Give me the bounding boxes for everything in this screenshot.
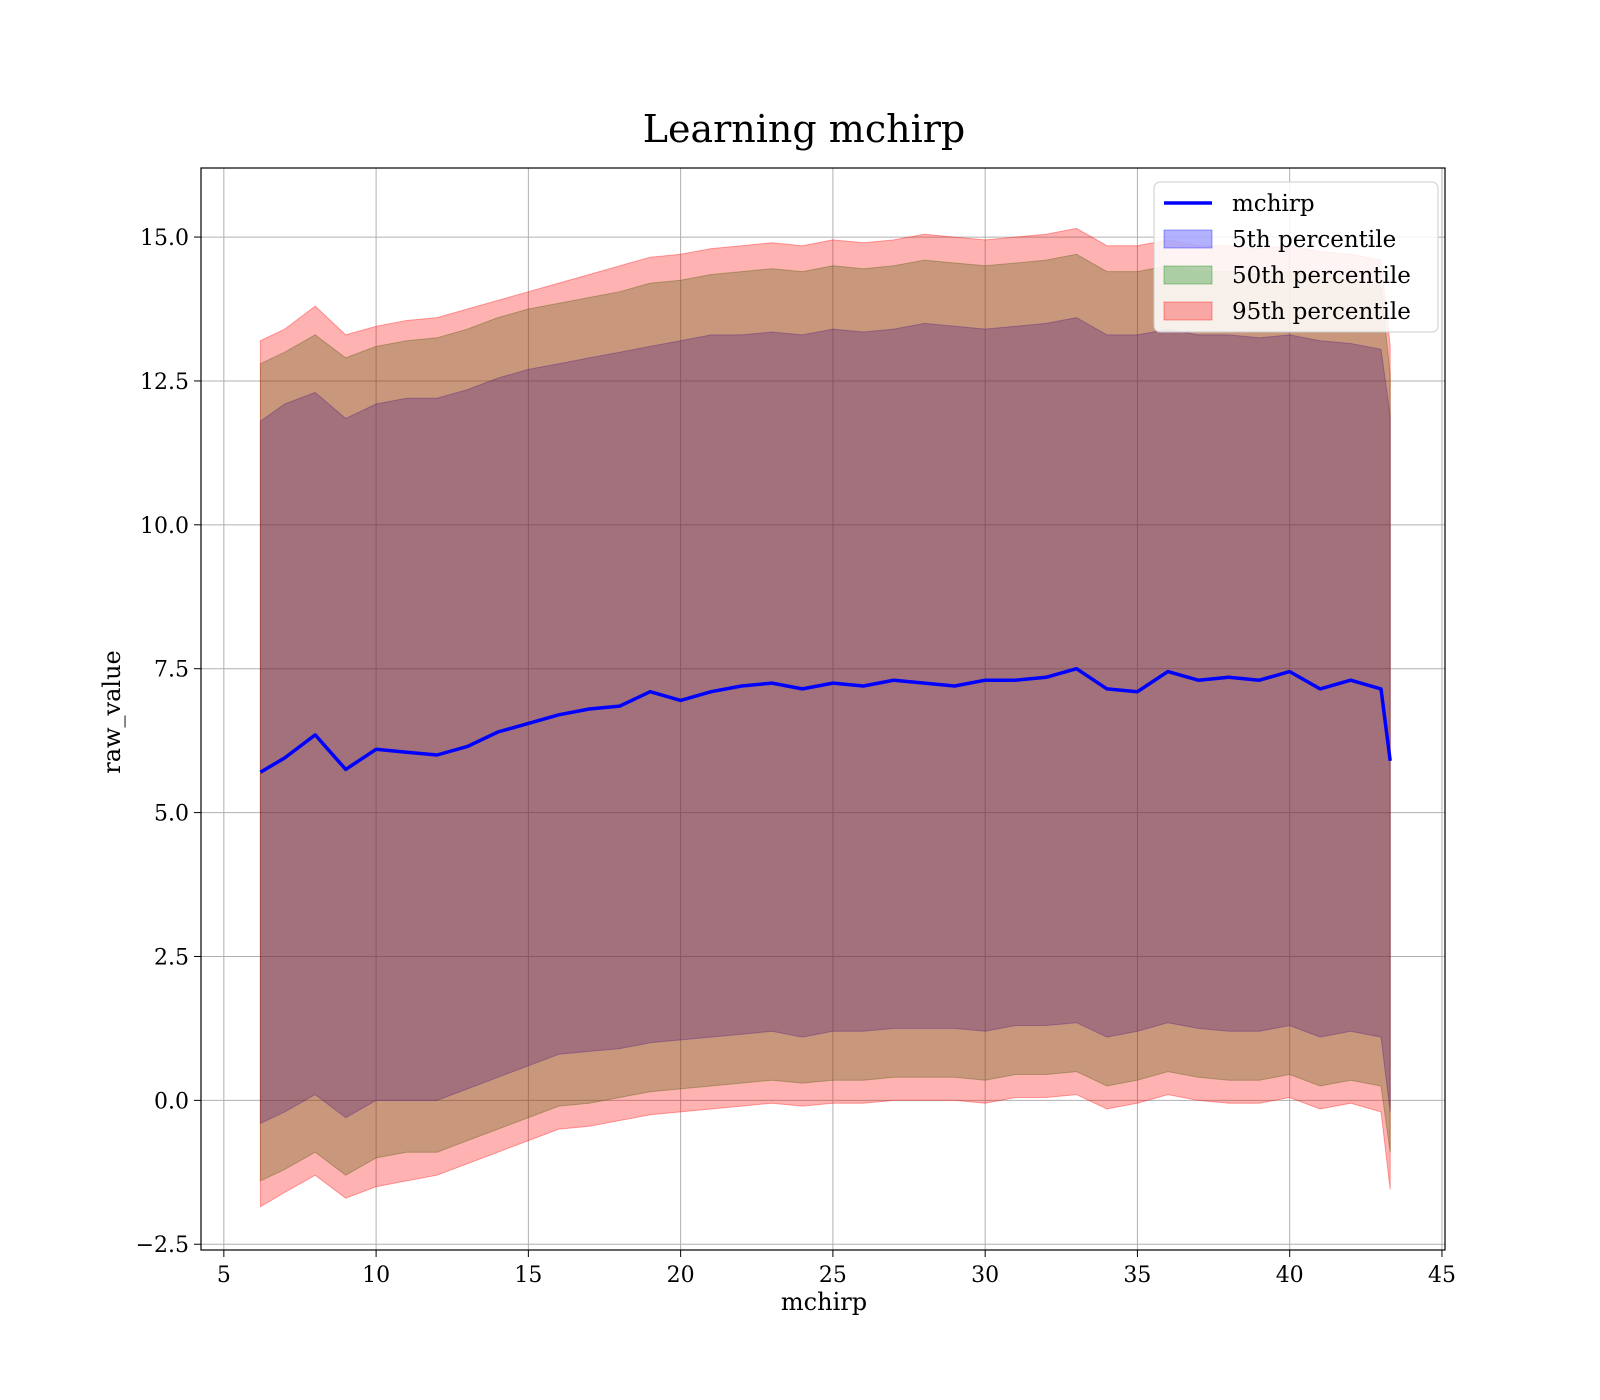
x-tick-label: 15 bbox=[514, 1263, 542, 1288]
legend-label: 95th percentile bbox=[1232, 299, 1411, 325]
y-tick-label: 12.5 bbox=[140, 370, 189, 395]
x-tick-label: 5 bbox=[217, 1263, 231, 1288]
legend-swatch bbox=[1163, 229, 1213, 249]
legend-box bbox=[1153, 181, 1439, 333]
x-tick-label: 40 bbox=[1276, 1263, 1304, 1288]
legend-swatch bbox=[1163, 265, 1213, 285]
series-lines bbox=[259, 666, 1392, 774]
x-tick-label: 25 bbox=[819, 1263, 847, 1288]
chart-title: Learning mchirp bbox=[643, 107, 965, 151]
x-tick-label: 35 bbox=[1123, 1263, 1151, 1288]
legend-swatch bbox=[1163, 301, 1213, 321]
grid bbox=[201, 168, 1445, 1250]
series-line-1 bbox=[259, 666, 1392, 774]
band-2 bbox=[259, 253, 1391, 1182]
y-tick-label: 15.0 bbox=[140, 226, 189, 251]
legend-label: 5th percentile bbox=[1232, 227, 1396, 253]
x-tick-label: 30 bbox=[971, 1263, 999, 1288]
y-tick-label: 5.0 bbox=[154, 802, 189, 827]
y-tick-label: 7.5 bbox=[154, 658, 189, 683]
legend: mchirp 5th percentile 50th percentile 95th … bbox=[1153, 181, 1439, 333]
band-1 bbox=[259, 317, 1391, 1125]
legend-label: mchirp bbox=[1232, 191, 1315, 217]
percentile-bands bbox=[259, 227, 1391, 1208]
axis-ticks: 5 10 15 20 25 30 35 40 45 −2.5 0.0 2.5 5.0 7.5 10.0 12.… bbox=[136, 226, 1456, 1288]
y-tick-label: 2.5 bbox=[154, 945, 189, 970]
x-tick-label: 20 bbox=[667, 1263, 695, 1288]
y-tick-label: 0.0 bbox=[154, 1089, 189, 1114]
x-axis-label: mchirp bbox=[781, 1288, 867, 1316]
y-tick-label: 10.0 bbox=[140, 514, 189, 539]
plot-frame bbox=[200, 167, 1446, 1251]
x-tick-label: 45 bbox=[1428, 1263, 1456, 1288]
x-tick-label: 10 bbox=[362, 1263, 390, 1288]
legend-label: 50th percentile bbox=[1232, 263, 1411, 289]
y-axis-label: raw_value bbox=[98, 650, 126, 774]
band-3 bbox=[259, 227, 1391, 1208]
y-tick-label: −2.5 bbox=[136, 1233, 189, 1258]
